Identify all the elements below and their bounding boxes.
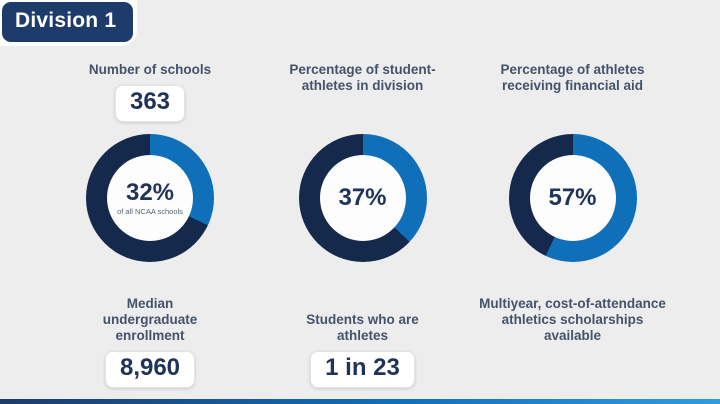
number-of-schools-label: Number of schools [88, 62, 212, 77]
ncaa-share-donut-center: 32% of all NCAA schools [107, 155, 193, 241]
enrollment-label-area: Median undergraduate enrollment [40, 282, 260, 344]
ncaa-share-percent: 32% [125, 178, 175, 206]
financial-aid-percent: 57% [548, 184, 597, 211]
athlete-ratio-value: 1 in 23 [310, 351, 415, 388]
student-athletes-percentage-label: Percentage of student-athletes in divisi… [289, 62, 436, 93]
column-schools: Number of schools 363 32% of all NCAA sc… [40, 50, 260, 388]
student-athletes-top-area: Percentage of student-athletes in divisi… [260, 50, 465, 134]
ncaa-share-subtext: of all NCAA schools [117, 206, 183, 216]
scholarships-label-area: Multiyear, cost-of-attendance athletics … [465, 282, 680, 344]
column-financial-aid: Percentage of athletes receiving financi… [465, 50, 680, 388]
financial-aid-percentage-label: Percentage of athletes receiving financi… [500, 62, 645, 93]
athlete-ratio-label-area: Students who are athletes [260, 282, 465, 344]
financial-aid-donut-center: 57% [529, 155, 616, 241]
students-who-are-athletes-label: Students who are athletes [306, 312, 419, 344]
number-of-schools-value: 363 [114, 84, 186, 122]
ncaa-share-donut-chart: 32% of all NCAA schools [86, 134, 214, 262]
stats-columns: Number of schools 363 32% of all NCAA sc… [40, 50, 680, 388]
division-badge-wrap: Division 1 [0, 0, 138, 46]
financial-aid-donut-chart: 57% [508, 134, 637, 262]
scholarships-available-label: Multiyear, cost-of-attendance athletics … [479, 296, 666, 344]
student-athletes-donut-center: 37% [319, 155, 406, 241]
financial-aid-top-area: Percentage of athletes receiving financi… [465, 50, 680, 134]
footer-gradient-bar [0, 399, 720, 404]
schools-top-area: Number of schools 363 [40, 50, 260, 134]
median-enrollment-value: 8,960 [104, 351, 196, 388]
student-athletes-donut-chart: 37% [298, 134, 427, 262]
division-badge: Division 1 [2, 2, 134, 42]
median-enrollment-label: Median undergraduate enrollment [102, 296, 198, 344]
student-athletes-percent: 37% [338, 184, 387, 211]
column-student-athletes: Percentage of student-athletes in divisi… [260, 50, 465, 388]
